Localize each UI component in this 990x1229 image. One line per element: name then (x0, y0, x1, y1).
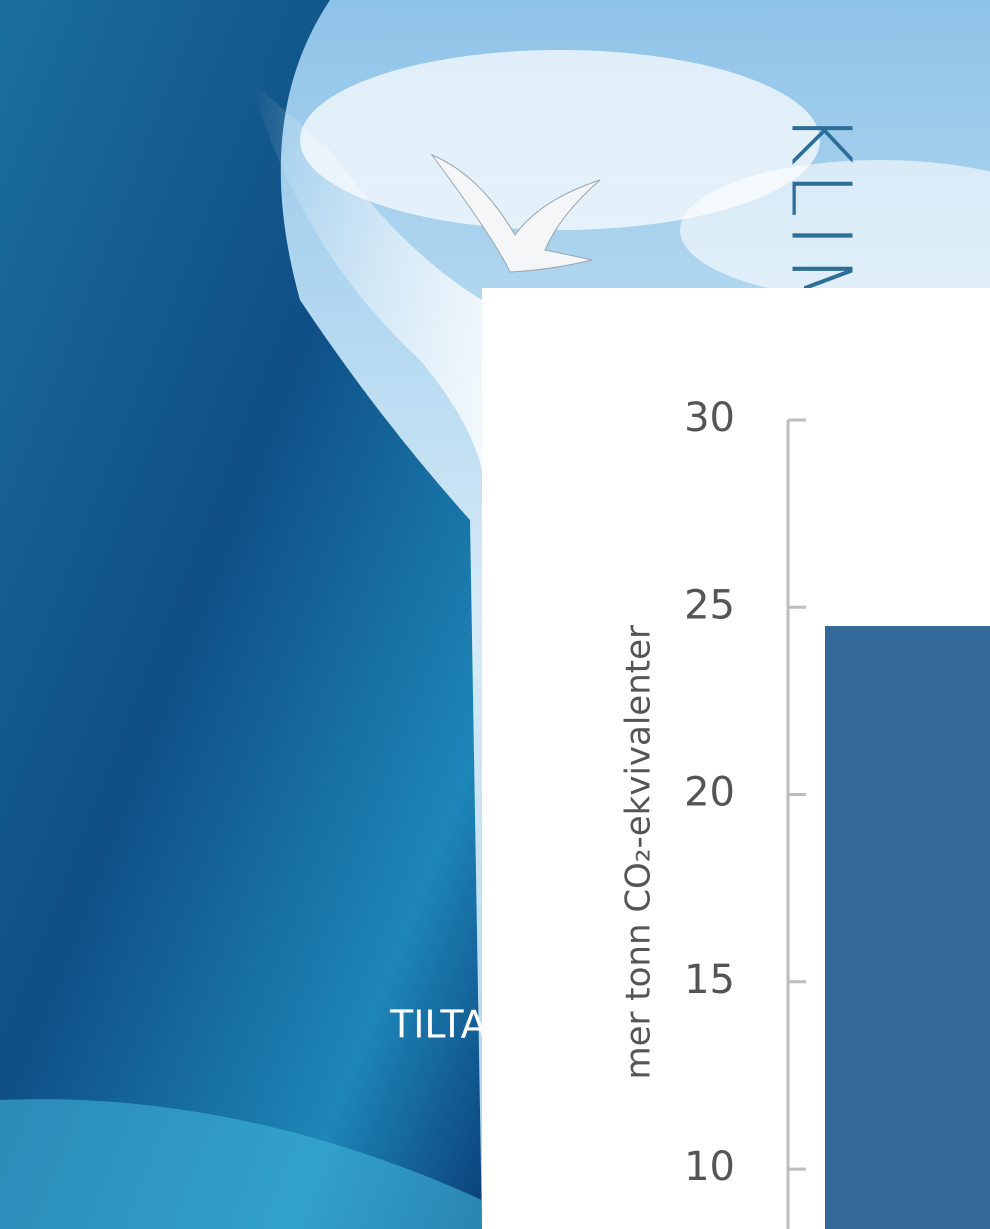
y-tick-label: 25 (684, 582, 735, 628)
y-tick-label: 30 (684, 395, 735, 441)
bar (825, 626, 990, 1229)
y-tick-label: 10 (684, 1144, 735, 1190)
cover-subtitle: TILTA (389, 1003, 487, 1047)
y-tick-label: 20 (684, 770, 735, 816)
screen: KLIM TILTA mer tonn CO₂-ekvivalenter 101… (0, 0, 990, 1229)
page: KLIM TILTA mer tonn CO₂-ekvivalenter 101… (0, 0, 990, 1229)
y-tick-label: 15 (684, 957, 735, 1003)
y-axis-label: mer tonn CO₂-ekvivalenter (619, 625, 659, 1080)
